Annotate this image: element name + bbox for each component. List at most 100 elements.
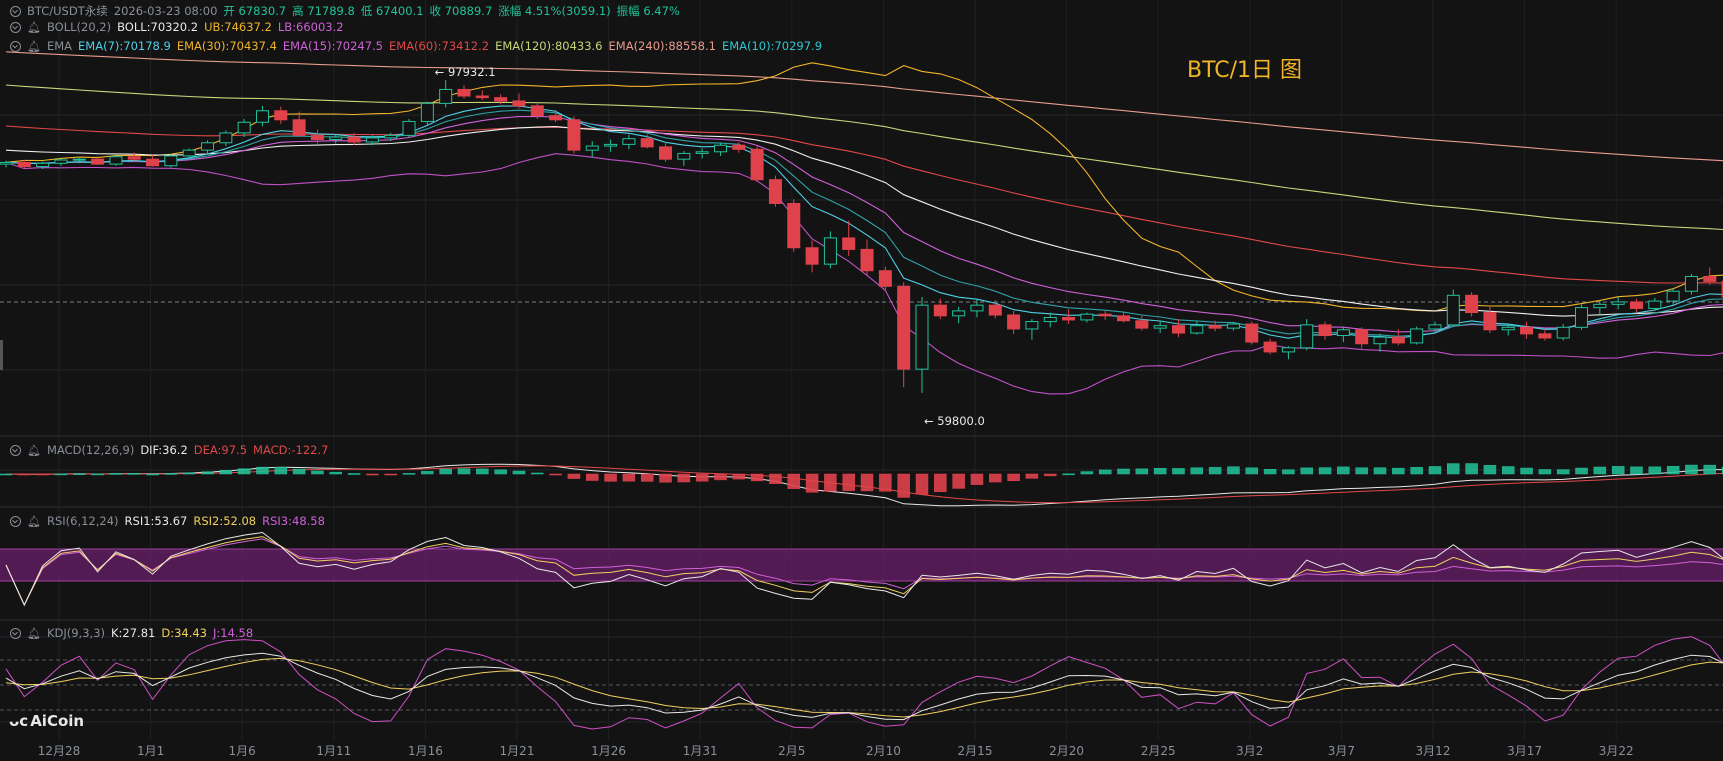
candle[interactable] bbox=[1135, 315, 1149, 331]
candle[interactable] bbox=[1098, 310, 1112, 320]
candle[interactable] bbox=[933, 298, 947, 320]
visibility-eye-icon[interactable] bbox=[10, 22, 21, 33]
candle[interactable] bbox=[1575, 304, 1589, 330]
candle[interactable] bbox=[842, 220, 856, 256]
candle[interactable] bbox=[1281, 346, 1295, 360]
candle[interactable] bbox=[677, 150, 691, 166]
candle[interactable] bbox=[915, 296, 929, 393]
candle[interactable] bbox=[988, 300, 1002, 319]
bell-icon[interactable]: 🔔︎ bbox=[27, 40, 41, 53]
candle[interactable] bbox=[897, 282, 911, 388]
candle[interactable] bbox=[1611, 296, 1625, 310]
candle[interactable] bbox=[365, 135, 379, 146]
candle[interactable] bbox=[402, 118, 416, 138]
candle[interactable] bbox=[255, 105, 269, 127]
visibility-eye-icon[interactable] bbox=[10, 628, 21, 639]
candle[interactable] bbox=[512, 93, 526, 109]
candle[interactable] bbox=[1520, 321, 1534, 339]
candle[interactable] bbox=[292, 111, 306, 138]
candle[interactable] bbox=[750, 146, 764, 183]
candle[interactable] bbox=[604, 139, 618, 152]
bell-icon[interactable]: 🔔︎ bbox=[27, 515, 41, 528]
candle[interactable] bbox=[0, 160, 13, 168]
candle[interactable] bbox=[1648, 297, 1662, 311]
candle[interactable] bbox=[1355, 327, 1369, 349]
candle[interactable] bbox=[695, 148, 709, 159]
candle[interactable] bbox=[732, 141, 746, 153]
candle[interactable] bbox=[1593, 300, 1607, 316]
visibility-eye-icon[interactable] bbox=[10, 445, 21, 456]
candle[interactable] bbox=[952, 306, 966, 324]
candle[interactable] bbox=[420, 101, 434, 125]
candle[interactable] bbox=[1062, 309, 1076, 325]
candle[interactable] bbox=[585, 141, 599, 158]
candle[interactable] bbox=[878, 266, 892, 291]
candle[interactable] bbox=[1208, 320, 1222, 332]
candle[interactable] bbox=[1556, 324, 1570, 341]
candle[interactable] bbox=[1629, 298, 1643, 314]
candle[interactable] bbox=[1190, 321, 1204, 335]
candle[interactable] bbox=[1428, 321, 1442, 333]
candle[interactable] bbox=[1336, 326, 1350, 343]
candle[interactable] bbox=[274, 106, 288, 124]
candle[interactable] bbox=[164, 154, 178, 168]
candle[interactable] bbox=[860, 239, 874, 275]
candle[interactable] bbox=[17, 159, 31, 169]
candle[interactable] bbox=[146, 155, 160, 167]
candle[interactable] bbox=[823, 231, 837, 269]
candle[interactable] bbox=[182, 148, 196, 160]
candle[interactable] bbox=[659, 141, 673, 162]
candle[interactable] bbox=[54, 157, 68, 166]
candle[interactable] bbox=[1703, 267, 1717, 285]
candle[interactable] bbox=[1171, 319, 1185, 338]
candle[interactable] bbox=[1684, 274, 1698, 295]
bell-icon[interactable]: 🔔︎ bbox=[27, 444, 41, 457]
candle[interactable] bbox=[805, 240, 819, 273]
candle[interactable] bbox=[1501, 324, 1515, 336]
candle[interactable] bbox=[640, 134, 654, 149]
candle[interactable] bbox=[1043, 312, 1057, 328]
candle[interactable] bbox=[457, 85, 471, 99]
candle[interactable] bbox=[1245, 321, 1259, 345]
candle[interactable] bbox=[127, 152, 141, 162]
candle[interactable] bbox=[1373, 333, 1387, 352]
candle[interactable] bbox=[475, 90, 489, 101]
candle[interactable] bbox=[237, 118, 251, 138]
candle[interactable] bbox=[622, 134, 636, 150]
candle[interactable] bbox=[1538, 328, 1552, 341]
bell-icon[interactable]: 🔔︎ bbox=[27, 627, 41, 640]
candle[interactable] bbox=[1666, 287, 1680, 305]
candle[interactable] bbox=[310, 129, 324, 144]
candle[interactable] bbox=[1300, 319, 1314, 351]
candle[interactable] bbox=[219, 130, 233, 147]
candle[interactable] bbox=[530, 102, 544, 119]
candle[interactable] bbox=[713, 142, 727, 156]
panel-resize-handle[interactable] bbox=[0, 340, 3, 370]
candle[interactable] bbox=[768, 175, 782, 207]
candle[interactable] bbox=[1263, 338, 1277, 355]
candlesticks[interactable] bbox=[0, 80, 1723, 393]
candle[interactable] bbox=[1117, 312, 1131, 323]
candle[interactable] bbox=[72, 156, 86, 164]
candle[interactable] bbox=[787, 199, 801, 252]
candle[interactable] bbox=[549, 109, 563, 123]
candle[interactable] bbox=[494, 94, 508, 105]
candle[interactable] bbox=[1007, 310, 1021, 334]
collapse-chevron-icon[interactable] bbox=[10, 6, 21, 17]
candle[interactable] bbox=[970, 299, 984, 318]
candle[interactable] bbox=[567, 116, 581, 154]
candle[interactable] bbox=[347, 132, 361, 146]
candle[interactable] bbox=[109, 154, 123, 166]
candle[interactable] bbox=[36, 161, 50, 170]
candle[interactable] bbox=[91, 155, 105, 165]
candle[interactable] bbox=[1465, 292, 1479, 317]
visibility-eye-icon[interactable] bbox=[10, 41, 21, 52]
candle[interactable] bbox=[384, 132, 398, 142]
candle[interactable] bbox=[1410, 326, 1424, 345]
bell-icon[interactable]: 🔔︎ bbox=[27, 21, 41, 34]
candle[interactable] bbox=[1391, 328, 1405, 346]
candle[interactable] bbox=[329, 134, 343, 144]
candle[interactable] bbox=[1153, 320, 1167, 334]
candle[interactable] bbox=[1226, 322, 1240, 331]
